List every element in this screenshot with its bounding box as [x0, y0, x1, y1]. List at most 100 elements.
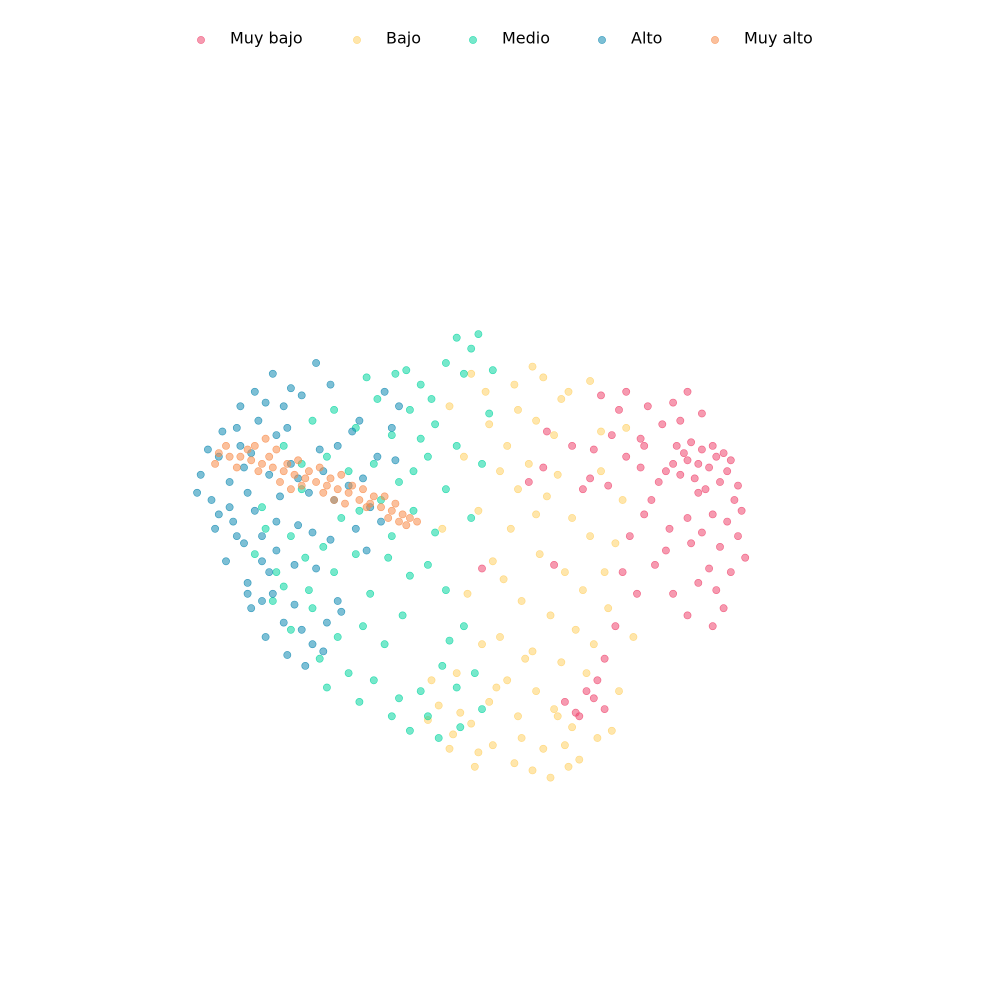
point-muy-alto: [344, 488, 353, 497]
point-bajo: [524, 459, 533, 468]
point-bajo: [557, 658, 566, 667]
point-bajo: [546, 773, 555, 782]
point-muy-alto: [355, 496, 364, 504]
point-muy-bajo: [690, 474, 699, 483]
point-muy-bajo: [643, 402, 652, 411]
point-bajo: [499, 575, 508, 584]
point-medio: [395, 694, 403, 703]
point-bajo: [539, 744, 548, 753]
point-muy-bajo: [658, 420, 667, 429]
point-medio: [416, 434, 425, 443]
point-alto: [308, 528, 317, 537]
point-alto: [377, 517, 385, 526]
point-muy-bajo: [669, 398, 677, 407]
point-muy-bajo: [719, 604, 728, 613]
point-alto: [232, 423, 241, 432]
point-bajo: [546, 611, 555, 620]
point-bajo: [488, 557, 497, 566]
point-alto: [218, 427, 227, 436]
point-medio: [261, 524, 270, 533]
point-alto: [312, 359, 320, 367]
point-bajo: [579, 586, 587, 594]
point-medio: [441, 586, 450, 594]
point-alto: [254, 416, 263, 425]
point-alto: [222, 557, 230, 566]
legend-label-medio: Medio: [502, 29, 550, 48]
point-medio: [308, 604, 317, 613]
point-muy-bajo: [676, 416, 685, 425]
point-muy-alto: [341, 499, 349, 508]
point-medio: [416, 380, 425, 389]
point-muy-bajo: [723, 467, 732, 476]
point-bajo: [600, 568, 609, 576]
point-bajo: [629, 633, 638, 641]
series-alto: [193, 359, 403, 670]
point-muy-bajo: [705, 564, 713, 573]
point-muy-bajo: [640, 510, 649, 519]
point-bajo: [496, 633, 504, 641]
point-bajo: [543, 492, 551, 501]
point-bajo: [568, 514, 576, 522]
point-alto: [359, 474, 367, 483]
point-alto: [229, 517, 238, 526]
point-bajo: [517, 597, 526, 605]
point-medio: [337, 514, 346, 522]
point-bajo: [571, 625, 580, 634]
point-medio: [391, 369, 400, 378]
point-alto: [326, 535, 335, 544]
legend: Muy bajo Bajo Medio Alto Muy alto: [197, 29, 813, 48]
point-medio: [359, 622, 367, 631]
point-alto: [240, 463, 248, 472]
point-bajo: [503, 676, 512, 685]
point-muy-alto: [222, 441, 230, 450]
point-medio: [380, 640, 389, 649]
point-muy-alto: [297, 481, 306, 490]
point-muy-bajo: [730, 496, 739, 504]
point-medio: [301, 553, 310, 562]
point-muy-alto: [369, 492, 378, 501]
point-muy-bajo: [712, 452, 721, 461]
point-bajo: [553, 470, 562, 479]
point-muy-bajo: [607, 431, 616, 439]
point-medio: [286, 532, 295, 540]
point-bajo: [528, 647, 537, 656]
point-muy-alto: [283, 459, 292, 468]
legend-label-bajo: Bajo: [386, 29, 421, 48]
point-bajo: [514, 712, 522, 721]
point-bajo: [517, 734, 526, 742]
point-medio: [488, 366, 497, 375]
legend-item-medio: Medio: [469, 29, 550, 48]
point-alto: [304, 488, 313, 497]
point-medio: [362, 373, 371, 382]
legend-marker-muy-bajo: [197, 36, 205, 44]
point-alto: [232, 532, 241, 540]
series-bajo: [423, 362, 638, 782]
point-medio: [405, 571, 414, 580]
point-alto: [211, 524, 219, 533]
point-muy-bajo: [568, 441, 576, 450]
point-muy-alto: [413, 517, 421, 526]
point-muy-bajo: [701, 485, 710, 494]
point-muy-bajo: [708, 441, 717, 450]
point-alto: [272, 517, 281, 526]
point-muy-bajo: [589, 445, 598, 454]
point-muy-alto: [380, 492, 389, 501]
point-bajo: [618, 496, 627, 504]
point-bajo: [445, 744, 454, 753]
point-alto: [297, 391, 306, 400]
point-muy-bajo: [723, 517, 732, 526]
point-alto: [272, 546, 281, 555]
plot-area: [193, 330, 750, 782]
point-muy-bajo: [708, 510, 717, 519]
point-medio: [344, 467, 353, 476]
point-medio: [470, 669, 479, 677]
point-bajo: [514, 405, 522, 414]
point-muy-alto: [286, 485, 295, 494]
point-bajo: [597, 427, 605, 436]
point-muy-bajo: [586, 474, 594, 483]
point-muy-bajo: [647, 496, 656, 504]
point-muy-alto: [243, 445, 252, 454]
point-bajo: [478, 640, 486, 649]
point-medio: [485, 409, 494, 418]
